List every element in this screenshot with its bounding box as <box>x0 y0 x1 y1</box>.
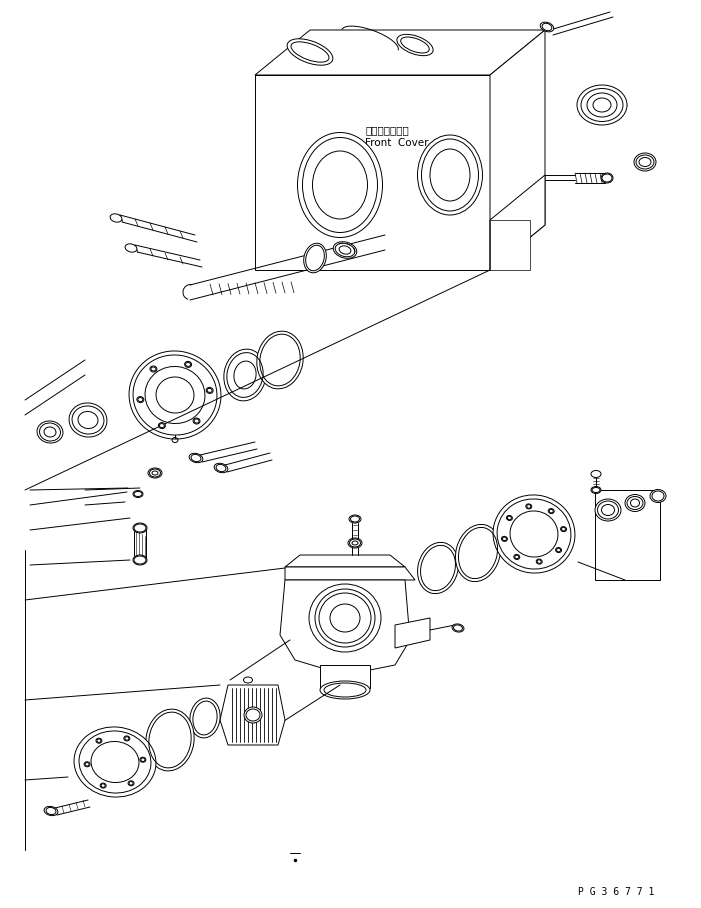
Ellipse shape <box>287 39 333 65</box>
Ellipse shape <box>397 35 433 55</box>
Ellipse shape <box>305 580 385 656</box>
Ellipse shape <box>224 350 266 400</box>
Ellipse shape <box>561 527 566 532</box>
Ellipse shape <box>150 366 157 372</box>
Ellipse shape <box>257 331 304 389</box>
Polygon shape <box>285 555 405 567</box>
Ellipse shape <box>506 516 512 520</box>
Ellipse shape <box>526 504 532 509</box>
Ellipse shape <box>348 538 362 548</box>
Ellipse shape <box>536 559 542 564</box>
Ellipse shape <box>206 388 213 393</box>
Ellipse shape <box>591 470 601 478</box>
Polygon shape <box>490 220 530 270</box>
Polygon shape <box>280 580 410 675</box>
Ellipse shape <box>44 806 58 815</box>
Ellipse shape <box>125 244 137 252</box>
Polygon shape <box>255 30 545 75</box>
Ellipse shape <box>214 463 228 473</box>
Polygon shape <box>320 665 370 688</box>
Ellipse shape <box>100 783 106 788</box>
Polygon shape <box>255 75 490 270</box>
Ellipse shape <box>349 515 361 523</box>
Ellipse shape <box>128 781 134 785</box>
Ellipse shape <box>84 762 90 766</box>
Ellipse shape <box>625 495 645 511</box>
Ellipse shape <box>418 542 458 594</box>
Ellipse shape <box>601 173 613 183</box>
Ellipse shape <box>133 523 147 533</box>
Ellipse shape <box>456 525 501 582</box>
Ellipse shape <box>591 487 601 494</box>
Ellipse shape <box>133 490 143 498</box>
Ellipse shape <box>184 361 191 368</box>
Ellipse shape <box>74 727 156 797</box>
Polygon shape <box>220 685 285 745</box>
Polygon shape <box>285 567 415 580</box>
Ellipse shape <box>96 738 102 744</box>
Ellipse shape <box>577 85 627 125</box>
Ellipse shape <box>110 214 122 222</box>
Ellipse shape <box>146 709 194 771</box>
Ellipse shape <box>158 422 165 429</box>
Polygon shape <box>490 175 545 270</box>
Ellipse shape <box>297 133 383 238</box>
Ellipse shape <box>595 499 621 521</box>
Ellipse shape <box>315 589 375 647</box>
Ellipse shape <box>190 698 220 738</box>
Ellipse shape <box>333 242 357 259</box>
Ellipse shape <box>548 508 554 514</box>
Ellipse shape <box>320 681 370 699</box>
Ellipse shape <box>634 153 656 171</box>
Ellipse shape <box>244 707 262 723</box>
Ellipse shape <box>304 243 326 272</box>
Polygon shape <box>490 30 545 270</box>
Ellipse shape <box>140 757 146 762</box>
Ellipse shape <box>556 548 562 553</box>
Ellipse shape <box>133 555 147 565</box>
Ellipse shape <box>418 135 482 215</box>
Polygon shape <box>595 490 660 580</box>
Ellipse shape <box>540 22 554 32</box>
Polygon shape <box>395 618 430 648</box>
Ellipse shape <box>650 489 666 502</box>
Ellipse shape <box>189 453 203 463</box>
Text: Front  Cover: Front Cover <box>365 138 428 148</box>
Ellipse shape <box>37 421 63 443</box>
Ellipse shape <box>493 495 575 573</box>
Text: フロントカバー: フロントカバー <box>365 125 409 135</box>
Ellipse shape <box>137 397 144 402</box>
Ellipse shape <box>129 351 221 439</box>
Ellipse shape <box>452 624 464 632</box>
Ellipse shape <box>148 468 162 478</box>
Ellipse shape <box>69 403 107 437</box>
Ellipse shape <box>193 418 200 424</box>
Ellipse shape <box>514 555 519 559</box>
Text: P G 3 6 7 7 1: P G 3 6 7 7 1 <box>578 887 654 897</box>
Ellipse shape <box>501 537 508 541</box>
Ellipse shape <box>124 735 130 741</box>
